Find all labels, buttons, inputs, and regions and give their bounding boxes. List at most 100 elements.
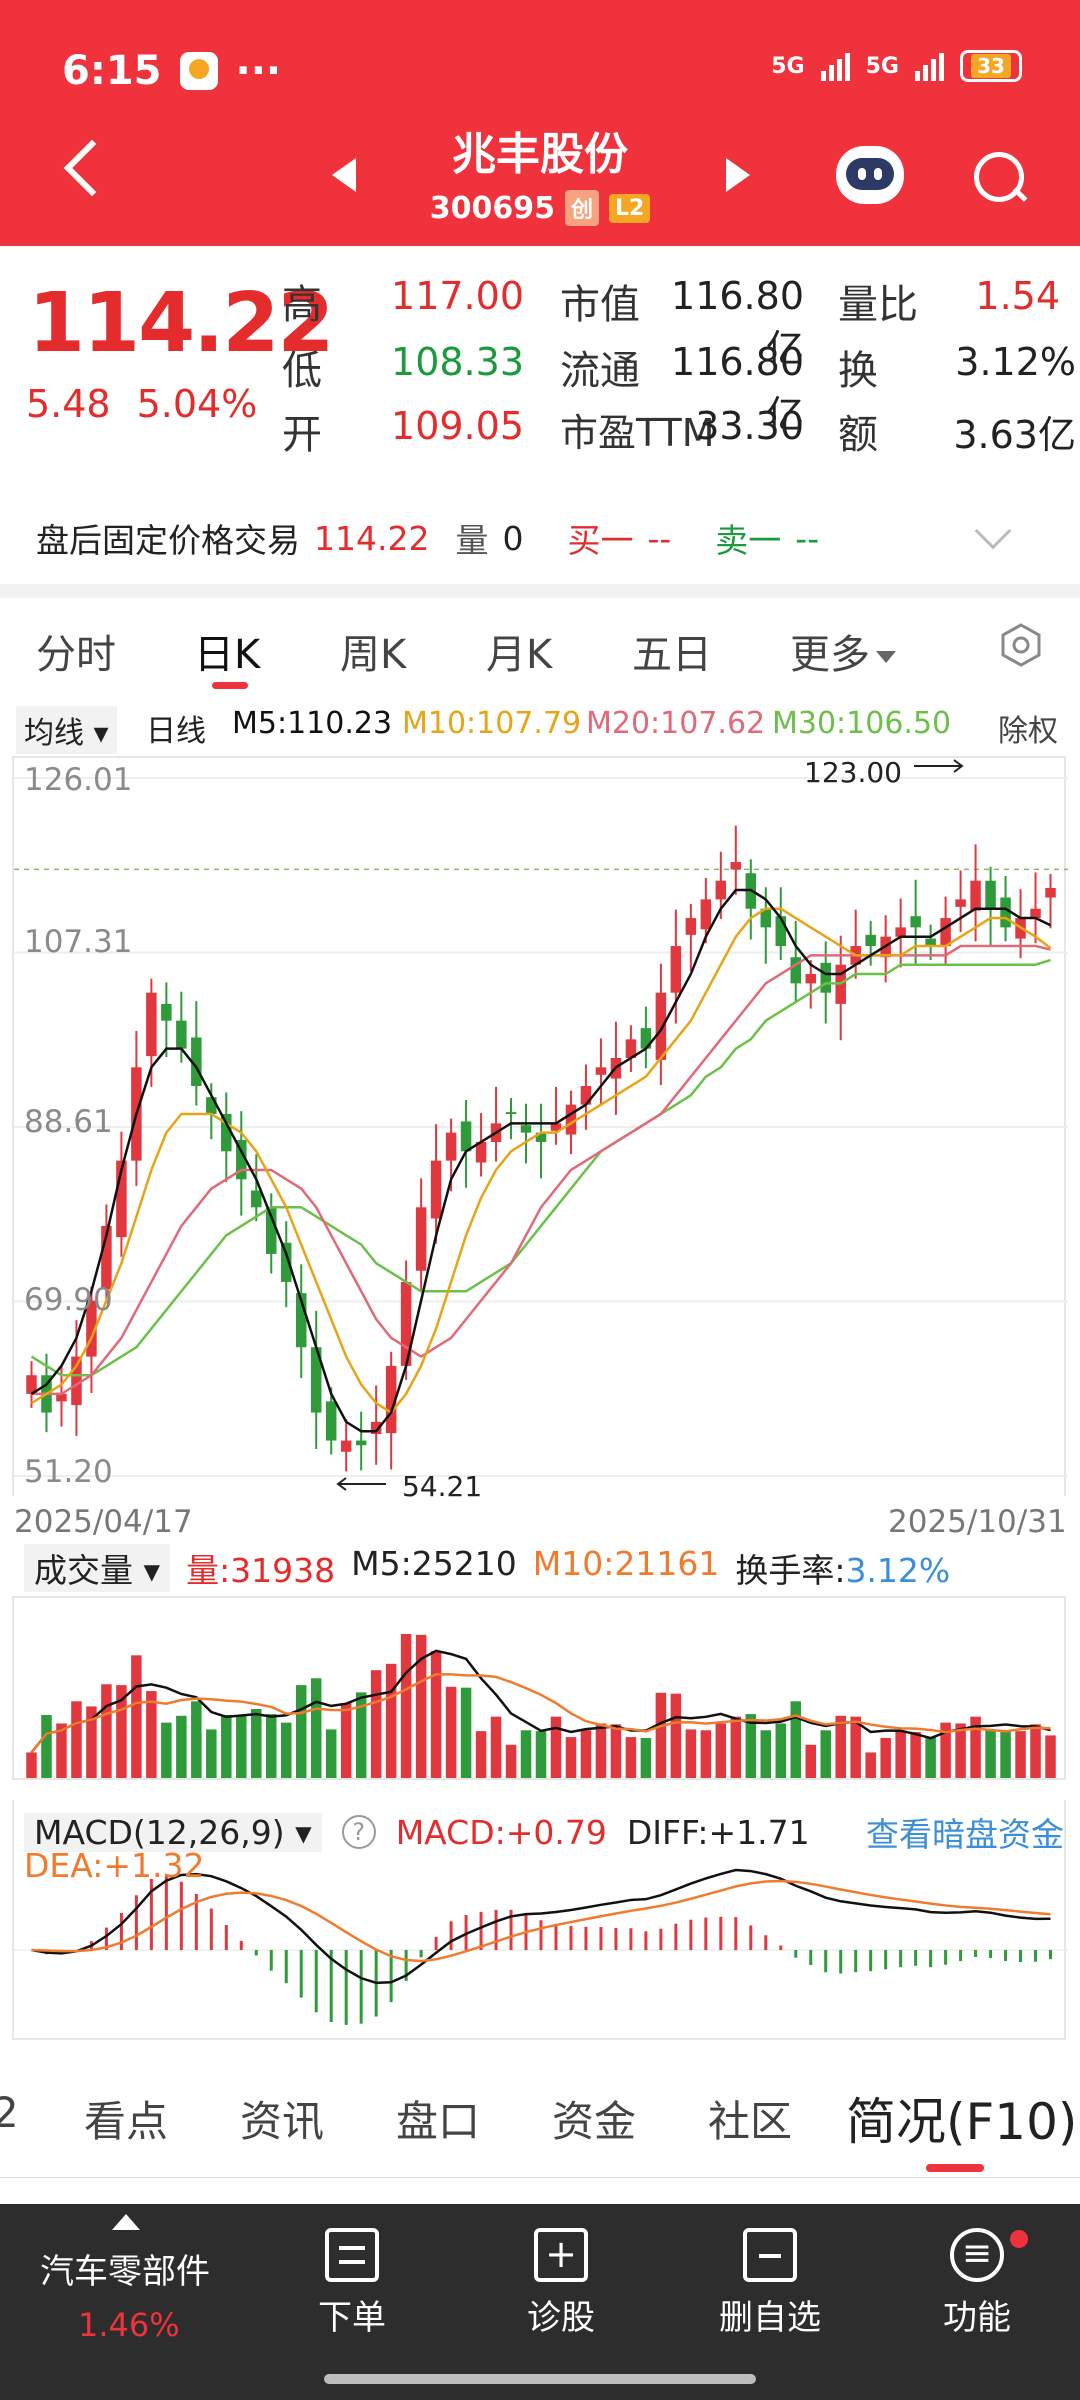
tab-highlights[interactable]: 看点 bbox=[84, 2097, 169, 2146]
market-cap-value: 116.80亿 bbox=[671, 274, 804, 371]
tab-weekly-k[interactable]: 周K bbox=[340, 632, 407, 678]
app-header: 6:15 ··· 5G 5G 33 兆丰股份 300695 创 L2 bbox=[0, 0, 1080, 246]
nav-functions[interactable]: 功能 bbox=[934, 2228, 1020, 2339]
settings-hexagon-icon[interactable] bbox=[998, 622, 1044, 668]
home-indicator bbox=[324, 2374, 756, 2384]
order-doc-icon bbox=[325, 2228, 379, 2282]
pe-ttm-label: 市盈TTM bbox=[560, 411, 715, 455]
volume-bar bbox=[910, 1731, 921, 1778]
volume-bar bbox=[221, 1714, 232, 1778]
macd-svg bbox=[14, 1868, 1068, 2025]
signal-icon bbox=[820, 51, 850, 81]
volume-bar bbox=[610, 1724, 622, 1778]
candle-body bbox=[970, 880, 981, 911]
macd-selector[interactable]: MACD(12,26,9) ▾ bbox=[24, 1812, 322, 1852]
volume-bar bbox=[475, 1731, 487, 1778]
tab-profile-f10[interactable]: 简况(F10) bbox=[846, 2093, 1078, 2151]
next-stock-arrow-icon[interactable] bbox=[726, 158, 750, 192]
volume-bar bbox=[191, 1701, 202, 1778]
candle-body bbox=[355, 1440, 367, 1446]
level2-tag: L2 bbox=[608, 193, 651, 223]
ex-rights-button[interactable]: 除权 bbox=[998, 714, 1058, 749]
tab-daily-k[interactable]: 日K bbox=[194, 632, 261, 678]
y-tick-1: 126.01 bbox=[24, 762, 133, 798]
volume-bar bbox=[880, 1737, 891, 1778]
volume-selector[interactable]: 成交量 ▾ bbox=[24, 1544, 171, 1592]
network-label-1: 5G bbox=[771, 53, 805, 79]
volume-bar bbox=[775, 1723, 787, 1778]
y-tick-4: 69.90 bbox=[24, 1282, 113, 1318]
candle-body bbox=[475, 1141, 487, 1163]
candle-body bbox=[730, 862, 742, 870]
macd-legend-row: MACD(12,26,9) ▾ ? MACD:+0.79 DIFF:+1.71 … bbox=[24, 1808, 1064, 1856]
volume-svg bbox=[26, 1634, 1056, 1778]
nav-remove-watchlist[interactable]: 删自选 bbox=[710, 2228, 830, 2339]
sector-name[interactable]: 汽车零部件 bbox=[40, 2252, 210, 2292]
ai-assistant-robot-icon[interactable] bbox=[836, 146, 904, 204]
tab-more[interactable]: 更多 bbox=[790, 622, 896, 680]
nav-place-order-label: 下单 bbox=[318, 2298, 386, 2338]
y-tick-2: 107.31 bbox=[24, 924, 133, 960]
candle-body bbox=[685, 918, 697, 935]
date-start: 2025/04/17 bbox=[14, 1504, 193, 1540]
tab-partial[interactable]: 2 bbox=[0, 2088, 19, 2137]
volume-bar bbox=[281, 1722, 292, 1778]
open-label: 开 bbox=[282, 412, 322, 458]
candle-body bbox=[251, 1190, 262, 1208]
expand-chevron-icon[interactable] bbox=[974, 512, 1012, 550]
volume-bar bbox=[445, 1686, 457, 1778]
dea-value: DEA:+1.32 bbox=[24, 1846, 205, 1885]
tab-community[interactable]: 社区 bbox=[708, 2097, 793, 2146]
search-icon[interactable] bbox=[970, 148, 1028, 206]
candle-body bbox=[281, 1242, 292, 1282]
volume-bar bbox=[400, 1634, 412, 1778]
candlestick-chart[interactable] bbox=[12, 756, 1068, 1496]
tab-order-book[interactable]: 盘口 bbox=[396, 2097, 481, 2146]
functions-menu-icon bbox=[950, 2228, 1004, 2282]
turnover-rate-value: 3.12% bbox=[845, 1551, 951, 1590]
candle-body bbox=[640, 1028, 652, 1049]
volume-bar bbox=[56, 1723, 67, 1778]
turnover-value: 3.12% bbox=[955, 340, 1076, 384]
candle-body bbox=[295, 1293, 307, 1348]
change-percent: 5.04% bbox=[136, 382, 258, 426]
candle-body bbox=[520, 1125, 532, 1133]
tab-news[interactable]: 资讯 bbox=[240, 2097, 325, 2146]
buy1-label: 买一 bbox=[567, 521, 634, 560]
macd-chart[interactable] bbox=[12, 1800, 1068, 2040]
volume-bar bbox=[71, 1701, 82, 1778]
volume-bar bbox=[86, 1706, 97, 1778]
diff-value: DIFF:+1.71 bbox=[626, 1812, 810, 1852]
back-button[interactable] bbox=[58, 140, 118, 200]
tab-fund-flow[interactable]: 资金 bbox=[552, 2097, 637, 2146]
prev-stock-arrow-icon[interactable] bbox=[332, 158, 356, 192]
candle-body bbox=[430, 1160, 442, 1219]
network-label-2: 5G bbox=[865, 53, 899, 79]
ma-selector[interactable]: 均线 ▾ bbox=[16, 706, 117, 754]
volume-bar bbox=[895, 1731, 906, 1778]
after-hours-row[interactable]: 盘后固定价格交易 114.22 量 0 买一 -- 卖一 -- bbox=[36, 514, 819, 562]
amount-value: 3.63亿 bbox=[953, 413, 1076, 457]
volume-bar bbox=[550, 1716, 562, 1778]
volume-bar bbox=[1045, 1735, 1056, 1778]
nav-place-order[interactable]: 下单 bbox=[314, 2228, 390, 2339]
volume-bar bbox=[490, 1716, 502, 1778]
dark-pool-link[interactable]: 查看暗盘资金 bbox=[866, 1815, 1064, 1854]
low-annotation: 54.21 bbox=[402, 1470, 483, 1503]
ma10-value: M10:107.79 bbox=[402, 706, 582, 741]
ma-selector-label: 均线 bbox=[24, 716, 84, 751]
tab-five-day[interactable]: 五日 bbox=[632, 632, 712, 678]
help-icon[interactable]: ? bbox=[341, 1815, 376, 1849]
candle-body bbox=[580, 1085, 592, 1105]
sector-expand-icon[interactable] bbox=[112, 2214, 140, 2230]
volume-chart[interactable] bbox=[12, 1596, 1066, 1780]
volume-ratio-value: 1.54 bbox=[975, 274, 1060, 318]
tab-intraday[interactable]: 分时 bbox=[36, 632, 116, 678]
tab-monthly-k[interactable]: 月K bbox=[486, 632, 553, 678]
candle-body bbox=[775, 916, 787, 947]
turnover-rate-text: 换手率: bbox=[735, 1551, 846, 1590]
volume-bar bbox=[985, 1729, 996, 1778]
nav-diagnose[interactable]: 诊股 bbox=[516, 2228, 606, 2339]
dea-line bbox=[31, 1879, 1051, 1963]
candle-body bbox=[415, 1207, 427, 1271]
